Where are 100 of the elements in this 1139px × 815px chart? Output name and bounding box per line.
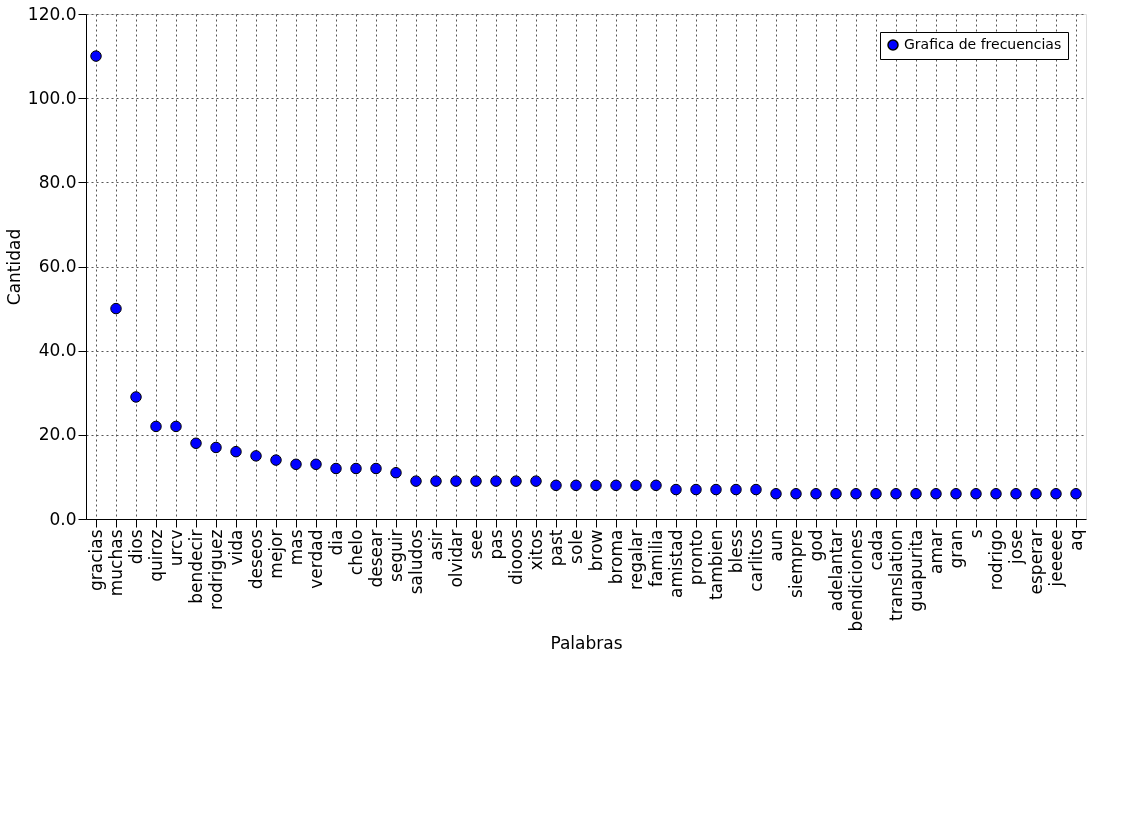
point bbox=[870, 488, 882, 500]
x-tick-label: mejor bbox=[265, 529, 286, 579]
point bbox=[270, 454, 282, 466]
point bbox=[90, 50, 102, 62]
point bbox=[950, 488, 962, 500]
x-tick-label: s bbox=[965, 529, 986, 539]
y-tick-label: 120.0 bbox=[27, 3, 77, 24]
point bbox=[1070, 488, 1082, 500]
point bbox=[670, 483, 682, 496]
x-tick-label: tambien bbox=[705, 529, 726, 600]
x-tick-label: brow bbox=[585, 529, 606, 572]
x-tick-label: desear bbox=[365, 529, 386, 588]
point bbox=[150, 420, 162, 433]
x-tick-label: sole bbox=[565, 529, 586, 564]
point bbox=[290, 458, 302, 471]
x-tick-label: jeeeee bbox=[1045, 529, 1066, 588]
x-tick-label: urcv bbox=[165, 529, 186, 567]
x-tick-label: pas bbox=[485, 529, 506, 560]
point bbox=[530, 475, 542, 487]
point bbox=[310, 458, 322, 471]
point bbox=[810, 488, 822, 500]
x-tick-label: dia bbox=[325, 529, 346, 556]
point bbox=[350, 462, 362, 475]
point bbox=[410, 475, 422, 487]
x-tick-label: jose bbox=[1005, 529, 1026, 565]
x-tick-label: esperar bbox=[1025, 529, 1046, 595]
x-tick-label: verdad bbox=[305, 529, 326, 589]
x-tick-label: bendiciones bbox=[845, 529, 866, 632]
x-tick-label: muchas bbox=[105, 529, 126, 597]
point bbox=[490, 475, 502, 487]
x-tick-label: bendecir bbox=[185, 529, 206, 604]
x-tick-label: pronto bbox=[685, 529, 706, 586]
x-tick-label: gran bbox=[945, 529, 966, 569]
point bbox=[830, 488, 842, 500]
point bbox=[230, 445, 242, 458]
x-tick-label: deseos bbox=[245, 529, 266, 590]
x-tick-label: xitos bbox=[525, 529, 546, 571]
x-tick-label: regalar bbox=[625, 529, 646, 590]
x-axis-title: Palabras bbox=[550, 632, 623, 653]
point bbox=[210, 441, 222, 454]
x-tick-label: adelantar bbox=[825, 529, 846, 612]
point bbox=[250, 450, 262, 462]
x-tick-label: dios bbox=[125, 529, 146, 565]
x-tick-label: amistad bbox=[665, 529, 686, 598]
x-tick-label: quiroz bbox=[145, 529, 166, 582]
x-tick-label: amar bbox=[925, 529, 946, 574]
x-tick-label: cada bbox=[865, 529, 886, 571]
x-tick-label: translation bbox=[885, 529, 906, 621]
x-tick-label: gracias bbox=[85, 529, 106, 592]
x-tick-label: familia bbox=[645, 529, 666, 588]
point bbox=[470, 475, 482, 487]
x-tick-label: aq bbox=[1065, 529, 1086, 551]
point bbox=[1050, 488, 1062, 500]
point bbox=[990, 488, 1002, 500]
legend-label: Grafica de frecuencias bbox=[904, 36, 1062, 52]
y-tick-label: 60.0 bbox=[38, 256, 77, 276]
x-tick-label: broma bbox=[605, 529, 626, 585]
point bbox=[910, 488, 922, 500]
point bbox=[650, 479, 662, 492]
x-tick-label: rodrigo bbox=[985, 529, 1006, 591]
x-tick-label: guapurita bbox=[905, 529, 926, 612]
point bbox=[110, 302, 122, 315]
x-tick-label: mas bbox=[285, 529, 306, 566]
point bbox=[710, 483, 722, 496]
point bbox=[370, 462, 382, 475]
x-tick-label: aun bbox=[765, 529, 786, 562]
x-tick-label: see bbox=[465, 529, 486, 560]
point bbox=[890, 488, 902, 500]
point bbox=[770, 488, 782, 500]
x-tick-label: olvidar bbox=[445, 529, 466, 588]
x-tick-label: diooos bbox=[505, 529, 526, 586]
y-tick-label: 40.0 bbox=[38, 340, 77, 361]
point bbox=[450, 475, 462, 487]
y-tick-label: 100.0 bbox=[27, 87, 77, 108]
x-tick-label: siempre bbox=[785, 529, 806, 598]
point bbox=[1010, 488, 1022, 500]
y-axis-title: Cantidad bbox=[3, 228, 24, 306]
point bbox=[690, 483, 702, 496]
point bbox=[130, 391, 142, 403]
x-tick-label: past bbox=[545, 529, 566, 567]
y-tick-label: 0.0 bbox=[49, 508, 77, 529]
point bbox=[570, 479, 582, 492]
point bbox=[1030, 488, 1042, 500]
point bbox=[390, 466, 402, 479]
y-tick-label: 20.0 bbox=[38, 424, 77, 445]
point bbox=[930, 488, 942, 500]
x-tick-label: saludos bbox=[405, 529, 426, 595]
point bbox=[510, 475, 522, 487]
x-tick-label: bless bbox=[725, 529, 746, 574]
point bbox=[790, 488, 802, 500]
point bbox=[850, 488, 862, 500]
y-tick-label: 80.0 bbox=[38, 171, 77, 192]
x-tick-label: vida bbox=[225, 529, 246, 566]
x-tick-label: rodriguez bbox=[205, 529, 226, 610]
point bbox=[590, 479, 602, 492]
point bbox=[550, 479, 562, 492]
point bbox=[430, 475, 442, 487]
point bbox=[330, 462, 342, 475]
point bbox=[610, 479, 622, 492]
x-tick-label: carlitos bbox=[745, 529, 766, 592]
